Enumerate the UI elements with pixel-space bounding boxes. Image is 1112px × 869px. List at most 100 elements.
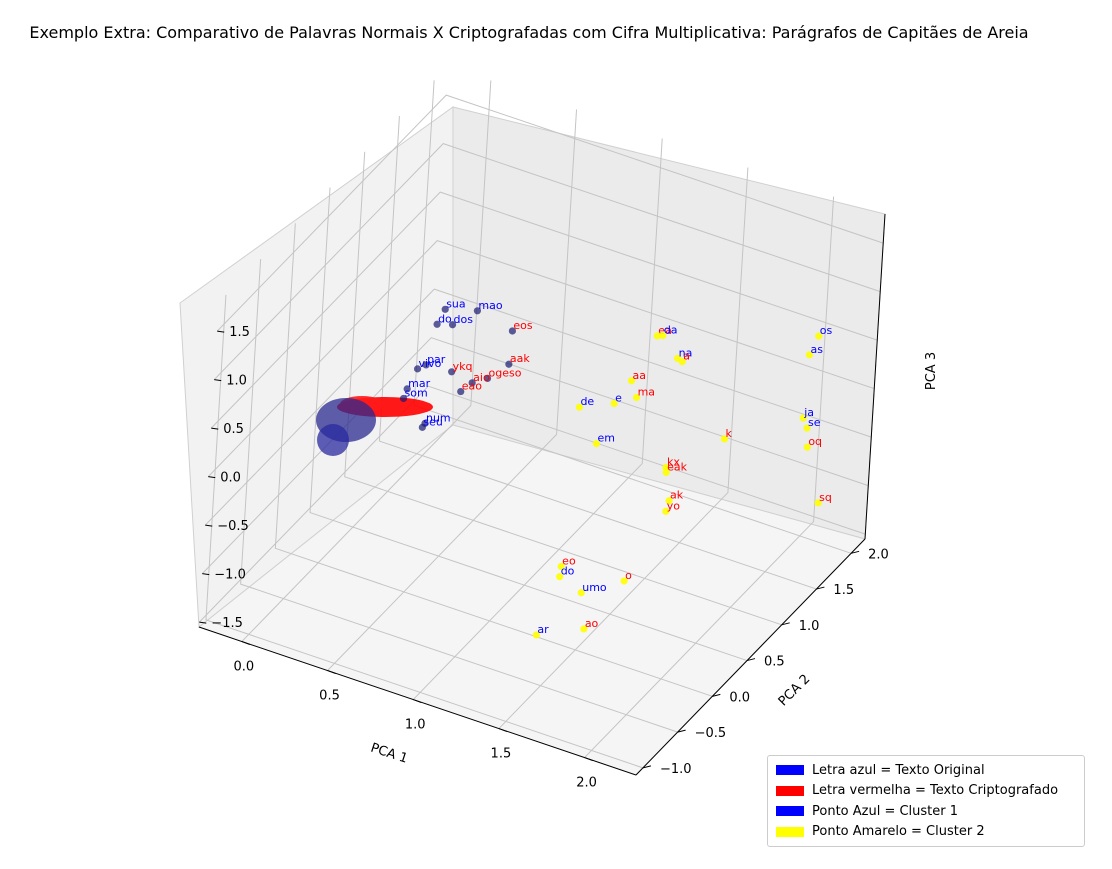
y-tick-label: 0.5 bbox=[764, 655, 785, 670]
point-label: eak bbox=[667, 460, 688, 473]
point-label: eos bbox=[513, 319, 532, 332]
point-label: eo bbox=[562, 554, 576, 567]
y-axis-label: PCA 2 bbox=[776, 672, 814, 710]
z-tick-label: 1.5 bbox=[229, 325, 250, 340]
z-tick-label: 0.0 bbox=[220, 471, 241, 486]
x-tick-label: 0.0 bbox=[233, 660, 254, 675]
y-tick-mark bbox=[712, 693, 721, 697]
legend: Letra azul = Texto Original Letra vermel… bbox=[767, 755, 1085, 847]
point-label: som bbox=[405, 386, 428, 399]
x-axis-label: PCA 1 bbox=[369, 741, 410, 767]
point-label: o bbox=[625, 569, 632, 582]
data-point bbox=[592, 440, 601, 448]
data-point bbox=[678, 358, 686, 366]
data-point bbox=[580, 625, 588, 633]
point-label: de bbox=[580, 395, 594, 408]
point-label: num bbox=[426, 411, 451, 424]
z-tick-label: −1.0 bbox=[214, 568, 246, 583]
x-tick-label: 2.0 bbox=[576, 776, 597, 791]
data-point bbox=[505, 360, 513, 368]
point-label: ykq bbox=[453, 360, 473, 373]
z-tick-mark bbox=[208, 476, 216, 479]
point-label: sua bbox=[446, 297, 465, 310]
y-tick-mark bbox=[850, 550, 860, 554]
y-tick-label: 1.5 bbox=[833, 583, 854, 598]
y-gridline bbox=[309, 187, 748, 662]
data-point bbox=[413, 365, 422, 373]
y-tick-mark bbox=[816, 586, 825, 590]
legend-item: Ponto Amarelo = Cluster 2 bbox=[776, 822, 1076, 843]
x-tick-label: 0.5 bbox=[319, 689, 340, 704]
point-label: k bbox=[725, 427, 732, 440]
point-label: vivo bbox=[419, 357, 442, 370]
y-gridline bbox=[205, 294, 644, 769]
point-label: do bbox=[438, 312, 452, 325]
y-tick-label: 0.0 bbox=[729, 690, 750, 705]
grid-lines bbox=[198, 80, 884, 769]
z-tick-label: −0.5 bbox=[217, 519, 249, 534]
point-label: aak bbox=[510, 352, 530, 365]
z-tick-label: −1.5 bbox=[211, 616, 243, 631]
point-label: kx bbox=[667, 455, 680, 468]
y-gridline bbox=[240, 259, 678, 733]
point-label: seu bbox=[423, 415, 442, 428]
point-label: na bbox=[679, 346, 693, 359]
z-tick-mark bbox=[217, 330, 225, 333]
x-tick-mark bbox=[241, 641, 251, 645]
point-label: se bbox=[808, 416, 821, 429]
data-point bbox=[620, 577, 628, 585]
point-label: sq bbox=[819, 491, 832, 504]
z-gridline bbox=[207, 240, 875, 477]
point-label: ao bbox=[585, 617, 599, 630]
data-point bbox=[473, 307, 482, 315]
axes-panes bbox=[179, 106, 886, 776]
x-tick-mark bbox=[498, 728, 508, 733]
z-axis-label: PCA 3 bbox=[924, 352, 939, 390]
x-tick-label: 1.0 bbox=[405, 718, 426, 733]
data-point bbox=[448, 321, 457, 329]
z-tick-mark bbox=[205, 524, 213, 527]
point-label: ja bbox=[803, 406, 814, 419]
data-point bbox=[805, 351, 814, 359]
tick-labels: 0.0 0.5 1.0 1.5 2.0 −1.0 −0.5 0.0 0.5 1.0 1.5 2.0 −1… bbox=[199, 325, 889, 791]
legend-swatch-blue bbox=[776, 765, 804, 776]
data-point bbox=[577, 589, 585, 597]
z-tick-mark bbox=[211, 427, 219, 430]
legend-label: Ponto Azul = Cluster 1 bbox=[812, 803, 959, 819]
x-tick-mark bbox=[584, 757, 593, 762]
point-label: mao bbox=[478, 299, 502, 312]
point-label: da bbox=[664, 324, 678, 337]
x-tick-mark bbox=[413, 699, 422, 704]
legend-label: Ponto Amarelo = Cluster 2 bbox=[812, 824, 985, 840]
y-tick-label: −0.5 bbox=[695, 726, 727, 741]
z-gridline bbox=[216, 94, 884, 332]
y-gridline bbox=[344, 151, 782, 626]
y-gridline bbox=[378, 116, 817, 590]
legend-swatch-red bbox=[776, 785, 804, 796]
point-label: aa bbox=[633, 369, 646, 382]
z-gridline bbox=[210, 191, 878, 429]
data-point bbox=[815, 332, 823, 340]
data-point bbox=[653, 332, 661, 340]
z-tick-mark bbox=[214, 379, 222, 382]
point-label: as bbox=[810, 343, 823, 356]
point-label: ma bbox=[638, 385, 655, 398]
z-gridline bbox=[204, 288, 872, 526]
point-label: e bbox=[615, 391, 622, 404]
y-axis-line bbox=[635, 538, 866, 776]
y-tick-mark bbox=[746, 658, 756, 662]
point-label: dos bbox=[454, 313, 474, 326]
point-label: yo bbox=[667, 499, 681, 512]
legend-swatch-blue bbox=[776, 806, 804, 817]
point-label: ar bbox=[537, 623, 549, 636]
original-word-cluster-mass bbox=[316, 398, 376, 456]
point-label: ogeso bbox=[488, 366, 521, 379]
z-gridline bbox=[213, 143, 881, 380]
data-point bbox=[575, 403, 584, 411]
legend-label: Letra vermelha = Texto Criptografado bbox=[812, 783, 1059, 799]
data-point bbox=[803, 424, 811, 432]
data-point bbox=[532, 631, 541, 639]
y-tick-mark bbox=[677, 729, 686, 733]
data-point bbox=[468, 379, 476, 387]
